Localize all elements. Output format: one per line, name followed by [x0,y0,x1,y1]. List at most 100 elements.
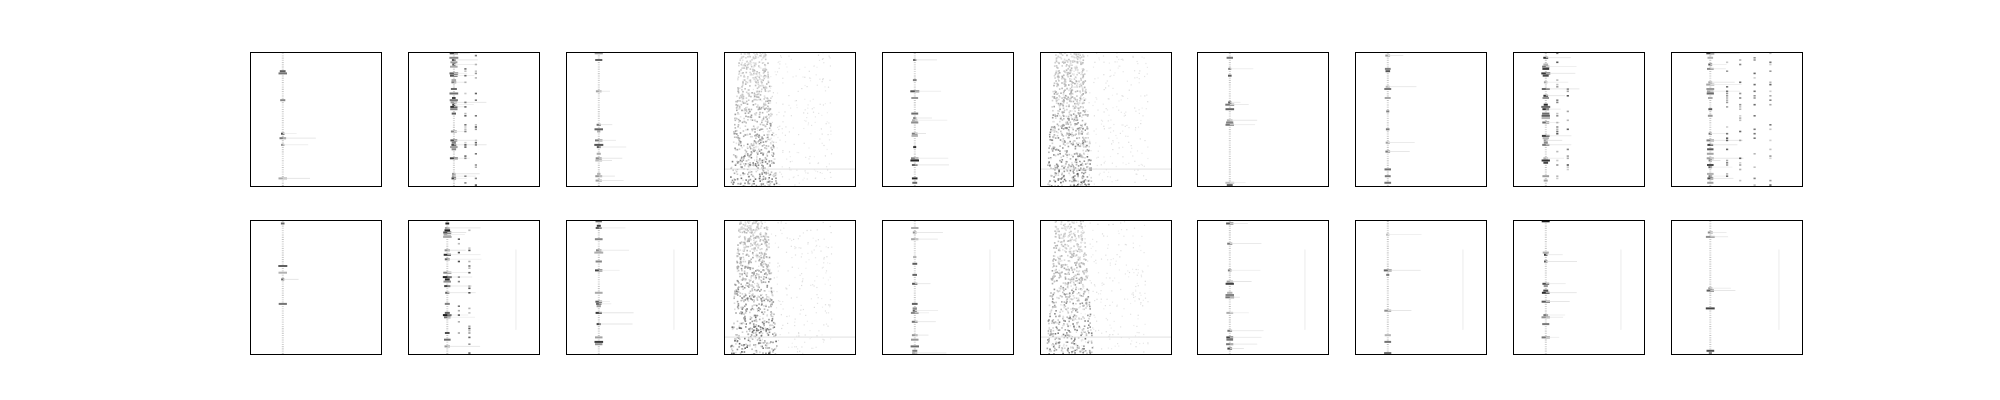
heat-cell [739,256,741,259]
heat-cell [1072,347,1074,349]
heat-cell [1726,95,1729,97]
heat-cell [751,59,753,61]
heat-cell [761,137,763,140]
heat-cell [740,53,743,55]
heat-cell [1544,102,1547,104]
heat-cell [1103,89,1105,91]
heat-cell [764,58,767,61]
heat-cell [597,288,600,290]
heat-cell [1062,249,1064,251]
heat-cell [764,63,766,66]
heat-cell [1065,302,1068,304]
heat-cell [1067,353,1070,354]
heat-cell [1228,97,1231,99]
heat-cell [754,72,756,75]
heat-cell [740,311,742,313]
heat-cell [742,90,744,93]
heat-cell [595,179,602,182]
heat-cell [1072,307,1074,310]
heat-cell [1086,179,1088,182]
heat-cell [773,175,775,178]
heat-cell [1059,96,1061,98]
heat-cell [1386,133,1389,135]
heat-cell [741,279,744,281]
heat-cell [1726,92,1729,95]
heat-cell [1386,122,1389,124]
heat-cell [1070,337,1073,340]
heat-cell [735,155,738,158]
heat-cell [1111,162,1113,164]
heat-cell [1056,56,1059,59]
heat-cell [736,148,739,151]
heat-cell [819,78,821,80]
heat-cell [753,296,755,298]
heat-cell [755,145,757,148]
heat-cell [732,141,735,143]
heat-cell [1047,320,1050,322]
heat-cell [794,346,796,348]
heat-cell [1066,227,1069,229]
heat-cell [1067,136,1069,139]
heat-cell [761,293,763,296]
heat-cell [281,232,284,234]
heat-cell [826,112,828,114]
heat-cell [1088,145,1090,148]
heat-cell [748,328,750,330]
heat-cell [739,87,741,89]
heat-cell [770,315,773,318]
heat-cell [748,79,751,82]
heat-cell [761,222,763,225]
heat-cell [1048,337,1050,340]
heat-cell [1049,295,1052,297]
heat-cell [1120,111,1122,113]
heat-cell [446,319,449,321]
heat-cell [1091,346,1094,349]
heat-cell [1062,227,1065,230]
heat-cell [1134,129,1136,131]
heat-cell [1047,332,1050,335]
heat-cell [764,96,766,99]
heat-cell [794,321,796,323]
heat-cell [1083,241,1086,244]
heat-cell [1544,91,1547,93]
heat-cell [779,63,781,65]
heat-cell [770,313,772,316]
heat-cell [1057,72,1060,75]
heat-cell [758,129,761,131]
heat-cell [817,171,819,173]
heat-cell [1544,84,1547,86]
heat-cell [1103,171,1105,173]
heat-cell [1099,172,1101,174]
heat-cell [1545,95,1565,97]
heat-cell [596,305,601,308]
heat-cell [913,57,916,59]
heat-cell [281,109,284,110]
heat-cell [1048,328,1051,330]
heat-cell [1710,68,1726,70]
heat-cell [914,157,949,159]
heat-cell [1086,140,1088,143]
heat-cell [735,100,737,103]
heat-cell [775,177,777,180]
heat-cell [752,308,755,311]
heat-cell [1074,76,1077,78]
heat-cell [1077,321,1079,324]
heat-cell [739,94,742,97]
heat-cell [755,137,757,139]
heat-cell [749,261,752,263]
heat-cell [1055,72,1057,74]
heat-cell [755,81,758,84]
heat-cell [1073,283,1076,285]
heat-cell [745,222,747,225]
heat-cell [739,231,741,233]
heat-cell [1545,135,1572,137]
heat-cell [778,111,780,113]
heat-cell [597,97,600,99]
heat-cell [763,260,765,263]
heat-cell [791,266,793,268]
heat-cell [1083,172,1085,175]
heat-cell [1385,150,1391,153]
heat-cell [1072,250,1075,253]
heat-cell [279,70,286,73]
heat-cell [445,222,450,225]
